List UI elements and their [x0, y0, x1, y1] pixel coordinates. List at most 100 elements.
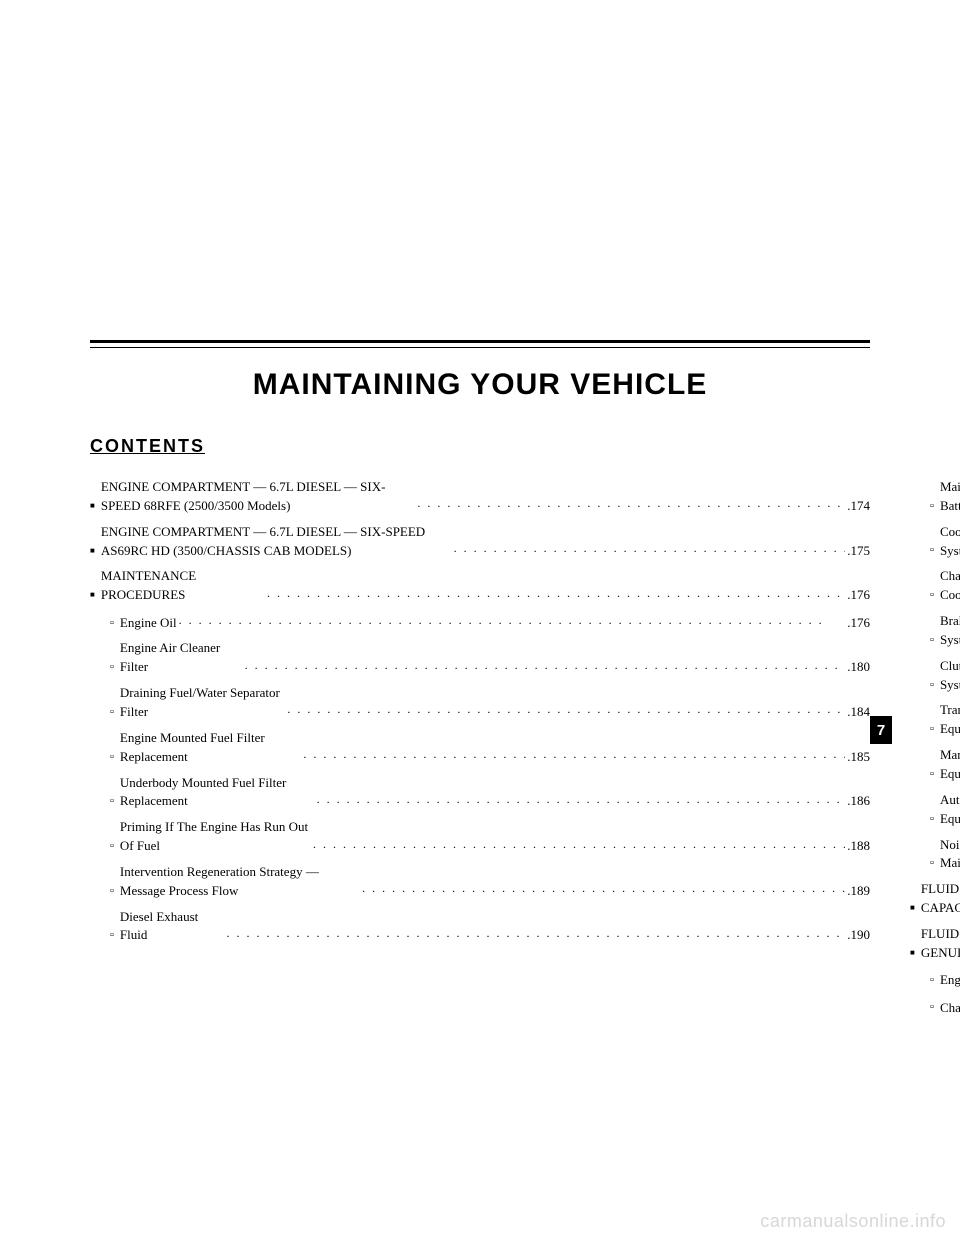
- toc-page: .188: [847, 837, 870, 856]
- toc-page: .174: [847, 497, 870, 516]
- toc-entry: ENGINE COMPARTMENT — 6.7L DIESEL — SIX-S…: [90, 523, 870, 561]
- toc-page: .190: [847, 926, 870, 945]
- hollow-square-bullet-icon: [110, 926, 114, 945]
- toc-leader: [417, 495, 845, 513]
- toc-entry: FLUIDS, LUBRICANTS AND GENUINE PARTS.205: [910, 925, 960, 963]
- toc-leader: [179, 612, 846, 630]
- toc-entry: Cooling System.191: [910, 523, 960, 561]
- square-bullet-icon: [90, 542, 95, 561]
- toc-label: Cooling System: [940, 523, 960, 561]
- toc-entry: Engine Oil .176: [90, 612, 870, 632]
- hollow-square-bullet-icon: [930, 998, 934, 1017]
- chapter-title: MAINTAINING YOUR VEHICLE: [90, 368, 870, 402]
- toc-label: Maintenance-Free Batteries: [940, 478, 960, 516]
- toc-leader: [454, 540, 846, 558]
- toc-label: Chassis: [940, 999, 960, 1018]
- content-area: MAINTAINING YOUR VEHICLE CONTENTS ENGINE…: [90, 340, 870, 1024]
- hollow-square-bullet-icon: [930, 971, 934, 990]
- toc-label: Engine Mounted Fuel Filter Replacement: [120, 729, 301, 767]
- toc-leader: [245, 657, 846, 675]
- toc-leader: [287, 701, 845, 719]
- toc-label: Noise Control System Required Maintenanc…: [940, 836, 960, 874]
- toc-entry: Charge Air Cooler — Inter-Cooler.195: [910, 567, 960, 605]
- hollow-square-bullet-icon: [110, 658, 114, 677]
- toc-page: .180: [847, 658, 870, 677]
- toc-label: Manual Transmission — If Equipped: [940, 746, 960, 784]
- toc-entry: Draining Fuel/Water Separator Filter .184: [90, 684, 870, 722]
- toc-label: Engine Oil: [120, 614, 177, 633]
- square-bullet-icon: [910, 899, 915, 918]
- toc-label: Underbody Mounted Fuel Filter Replacemen…: [120, 774, 315, 812]
- toc-label: Intervention Regeneration Strategy — Mes…: [120, 863, 360, 901]
- toc-entry: Priming If The Engine Has Run Out Of Fue…: [90, 818, 870, 856]
- square-bullet-icon: [910, 944, 915, 963]
- toc-label: ENGINE COMPARTMENT — 6.7L DIESEL — SIX-S…: [101, 478, 416, 516]
- watermark: carmanualsonline.info: [760, 1211, 946, 1232]
- rule-thin: [90, 347, 870, 348]
- toc-entry: Noise Control System Required Maintenanc…: [910, 836, 960, 874]
- toc-label: FLUID CAPACITIES: [921, 880, 960, 918]
- section-tab: 7: [870, 716, 892, 744]
- toc-col-right: Maintenance-Free Batteries.190 Cooling Sy…: [910, 471, 960, 1024]
- toc-label: Engine: [940, 971, 960, 990]
- toc-page: .176: [847, 586, 870, 605]
- toc-label: Transfer Case — If Equipped: [940, 701, 960, 739]
- hollow-square-bullet-icon: [930, 497, 934, 516]
- toc-entry: Engine.205: [910, 970, 960, 990]
- toc-leader: [362, 880, 845, 898]
- toc-entry: Manual Transmission — If Equipped.197: [910, 746, 960, 784]
- toc-label: MAINTENANCE PROCEDURES: [101, 567, 265, 605]
- toc-label: Automatic Transmission — If Equipped: [940, 791, 960, 829]
- toc-leader: [227, 925, 846, 943]
- hollow-square-bullet-icon: [930, 810, 934, 829]
- toc-entry: MAINTENANCE PROCEDURES .176: [90, 567, 870, 605]
- hollow-square-bullet-icon: [930, 631, 934, 650]
- page: MAINTAINING YOUR VEHICLE CONTENTS ENGINE…: [0, 0, 960, 1242]
- toc-label: Draining Fuel/Water Separator Filter: [120, 684, 286, 722]
- hollow-square-bullet-icon: [110, 882, 114, 901]
- toc-label: Priming If The Engine Has Run Out Of Fue…: [120, 818, 311, 856]
- toc-page: .185: [847, 748, 870, 767]
- rule-thick: [90, 340, 870, 343]
- toc-entry: Transfer Case — If Equipped.197: [910, 701, 960, 739]
- toc-leader: [317, 791, 846, 809]
- toc-entry: Maintenance-Free Batteries.190: [910, 478, 960, 516]
- hollow-square-bullet-icon: [930, 765, 934, 784]
- hollow-square-bullet-icon: [930, 541, 934, 560]
- toc-entry: FLUID CAPACITIES.204: [910, 880, 960, 918]
- hollow-square-bullet-icon: [110, 703, 114, 722]
- toc-entry: Brake System.195: [910, 612, 960, 650]
- hollow-square-bullet-icon: [110, 748, 114, 767]
- toc-entry: ENGINE COMPARTMENT — 6.7L DIESEL — SIX-S…: [90, 478, 870, 516]
- toc-entry: Engine Mounted Fuel Filter Replacement .1…: [90, 729, 870, 767]
- toc-label: FLUIDS, LUBRICANTS AND GENUINE PARTS: [921, 925, 960, 963]
- hollow-square-bullet-icon: [930, 586, 934, 605]
- toc-entry: Diesel Exhaust Fluid .190: [90, 908, 870, 946]
- toc-label: Diesel Exhaust Fluid: [120, 908, 225, 946]
- hollow-square-bullet-icon: [930, 854, 934, 873]
- toc-entry: Engine Air Cleaner Filter .180: [90, 639, 870, 677]
- square-bullet-icon: [90, 497, 95, 516]
- toc-entry: Intervention Regeneration Strategy — Mes…: [90, 863, 870, 901]
- toc-leader: [313, 836, 845, 854]
- hollow-square-bullet-icon: [110, 614, 114, 633]
- toc-page: .175: [847, 542, 870, 561]
- hollow-square-bullet-icon: [110, 837, 114, 856]
- contents-heading: CONTENTS: [90, 436, 870, 457]
- toc-leader: [303, 746, 845, 764]
- toc-label: Clutch Hydraulic System: [940, 657, 960, 695]
- toc-label: Charge Air Cooler — Inter-Cooler: [940, 567, 960, 605]
- toc-page: .184: [847, 703, 870, 722]
- toc-col-left: ENGINE COMPARTMENT — 6.7L DIESEL — SIX-S…: [90, 471, 870, 1024]
- toc-label: ENGINE COMPARTMENT — 6.7L DIESEL — SIX-S…: [101, 523, 452, 561]
- square-bullet-icon: [90, 586, 95, 605]
- toc-label: Brake System: [940, 612, 960, 650]
- toc-entry: Automatic Transmission — If Equipped.197: [910, 791, 960, 829]
- hollow-square-bullet-icon: [110, 792, 114, 811]
- toc-columns: ENGINE COMPARTMENT — 6.7L DIESEL — SIX-S…: [90, 471, 870, 1024]
- toc-page: .186: [847, 792, 870, 811]
- hollow-square-bullet-icon: [930, 720, 934, 739]
- toc-label: Engine Air Cleaner Filter: [120, 639, 243, 677]
- toc-page: .176: [847, 614, 870, 633]
- toc-entry: Clutch Hydraulic System.196: [910, 657, 960, 695]
